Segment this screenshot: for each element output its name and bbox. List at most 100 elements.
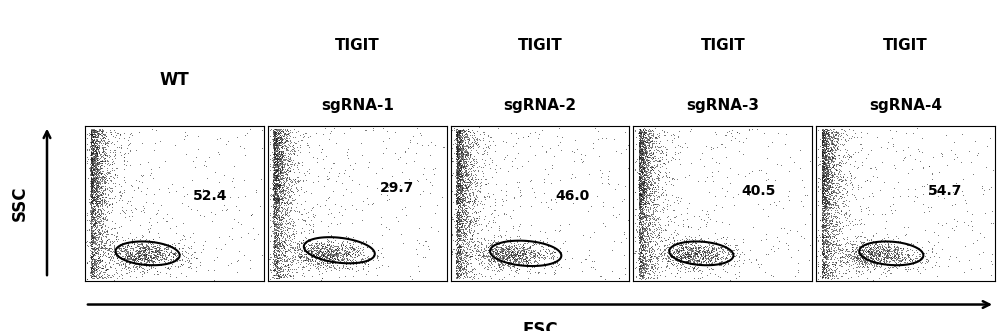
Point [313,249,329,254]
Point [453,241,469,246]
Point [638,213,654,218]
Point [861,249,877,254]
Point [269,140,285,145]
Point [853,251,869,256]
Point [277,263,293,268]
Point [633,241,649,247]
Point [311,268,327,273]
Point [453,195,469,200]
Point [633,158,649,163]
Point [287,253,303,258]
Point [283,177,299,183]
Point [143,250,159,256]
Point [663,253,679,258]
Point [87,143,103,149]
Point [665,244,681,249]
Point [817,203,833,209]
Point [451,267,467,272]
Point [633,224,649,230]
Point [422,190,438,195]
Point [289,200,305,205]
Point [672,242,688,248]
Point [858,247,874,253]
Point [852,238,868,244]
Point [323,210,339,215]
Point [86,251,102,257]
Point [271,208,287,213]
Point [606,137,622,142]
Point [719,258,735,263]
Point [542,252,558,257]
Point [338,252,354,257]
Point [884,256,900,261]
Point [708,251,724,256]
Point [820,230,836,235]
Point [910,146,926,151]
Point [359,183,375,189]
Point [817,194,833,200]
Point [817,261,833,266]
Point [643,212,659,217]
Point [828,247,844,253]
Point [93,192,109,198]
Point [821,164,837,169]
Point [814,239,830,244]
Point [268,250,284,255]
Point [814,224,830,229]
Point [338,255,354,260]
Point [457,165,473,170]
Point [273,155,289,161]
Point [814,166,830,171]
Point [511,259,527,264]
Point [143,241,159,247]
Point [641,187,657,192]
Point [266,146,282,151]
Point [304,257,320,262]
Point [358,238,374,243]
Point [84,163,100,168]
Point [85,245,101,251]
Point [83,207,99,213]
Point [84,200,100,205]
Point [524,250,540,255]
Point [460,175,476,181]
Point [827,154,843,159]
Point [814,151,830,156]
Point [90,180,106,186]
Point [814,198,830,203]
Point [95,155,111,160]
Point [149,252,165,257]
Point [632,151,648,156]
Point [86,222,102,228]
Point [265,165,281,170]
Point [86,197,102,202]
Point [454,182,470,188]
Point [170,240,186,246]
Point [817,177,833,182]
Point [852,255,868,260]
Point [277,162,293,167]
Point [455,247,471,252]
Point [120,243,136,248]
Point [128,262,144,267]
Point [818,164,834,169]
Point [475,173,491,178]
Point [815,239,831,244]
Point [634,192,650,198]
Point [814,229,830,234]
Point [195,243,211,248]
Point [493,257,509,262]
Point [631,265,647,271]
Point [818,213,834,219]
Point [278,231,294,236]
Point [90,138,106,143]
Point [922,254,938,259]
Point [97,222,113,227]
Point [640,271,656,276]
Point [266,159,282,164]
Point [817,187,833,192]
Point [648,175,664,181]
Point [344,266,360,271]
Point [643,249,659,255]
Point [453,164,469,169]
